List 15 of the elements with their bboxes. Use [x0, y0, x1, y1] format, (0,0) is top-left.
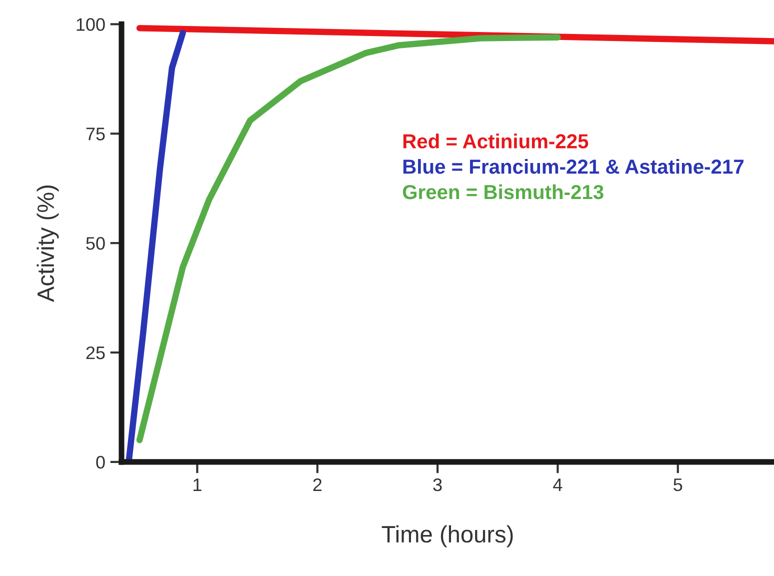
text: Blue = Francium-221 & Astatine-217	[403, 159, 744, 174]
y-tick-label: 25	[86, 346, 105, 360]
x-axis-title: Time (hours)	[382, 525, 513, 548]
x-tick-label: 5	[674, 478, 682, 492]
y-tick-label: 100	[76, 18, 105, 31]
y-tick-label: 0	[96, 456, 105, 469]
x-tick-label: 2	[313, 478, 322, 492]
y-tick-label: 75	[86, 128, 105, 140]
x-tick-label: 4	[553, 478, 562, 492]
text: Red = Actinium-225	[403, 134, 588, 148]
x-tick-label: 1	[194, 478, 202, 492]
text: Green = Bismuth-213	[402, 184, 604, 200]
x-tick-label: 3	[433, 478, 442, 492]
y-tick-label: 50	[86, 237, 105, 250]
y-axis-title: Activity (%)	[36, 186, 59, 302]
